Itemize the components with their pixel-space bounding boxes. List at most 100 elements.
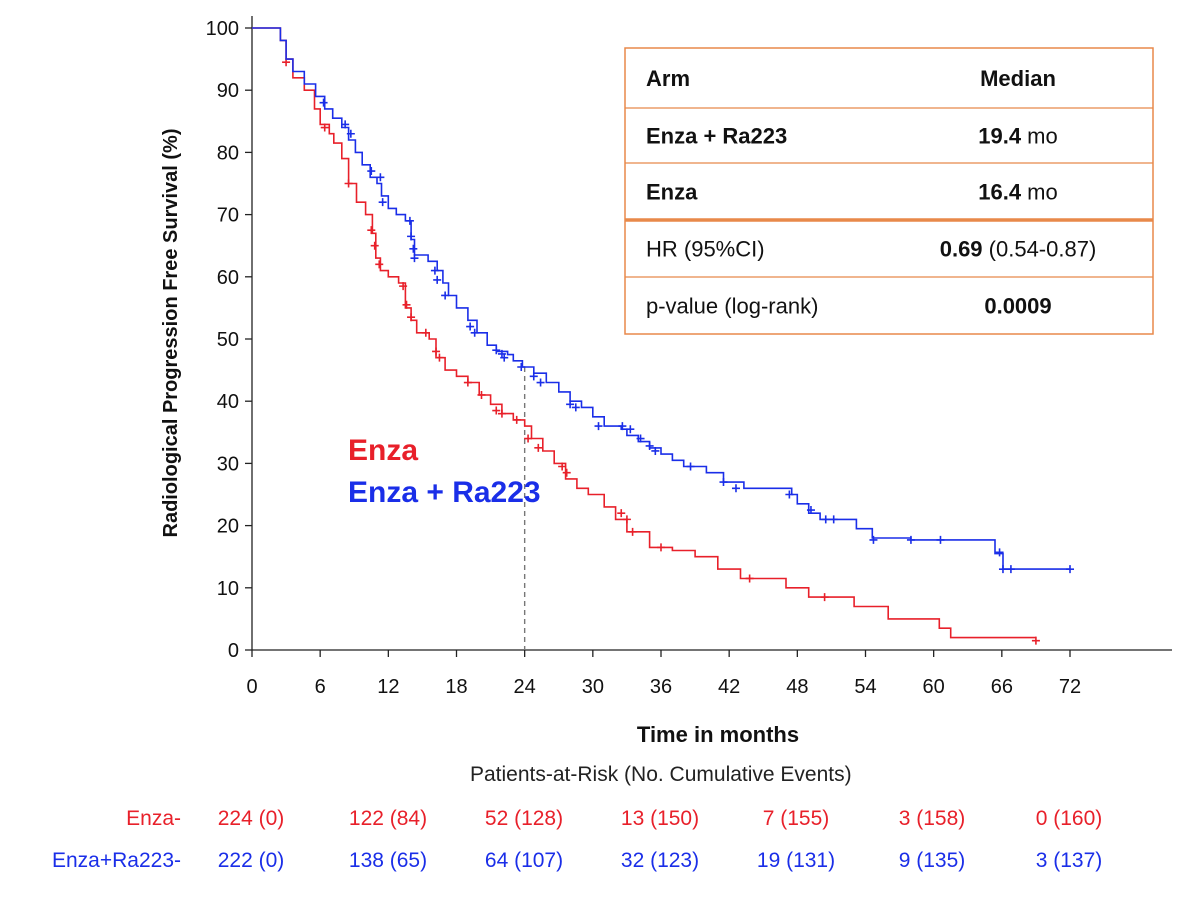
censor-mark xyxy=(375,260,384,269)
censor-mark xyxy=(410,254,419,263)
risk-row-label: Enza+Ra223- xyxy=(52,849,181,872)
censor-mark xyxy=(731,484,740,493)
risk-row: Enza+Ra223- 222 (0) 138 (65) 64 (107) 32 (12… xyxy=(52,849,1102,872)
censor-mark xyxy=(402,300,411,309)
table-cell-label: Arm xyxy=(646,66,690,91)
censor-mark xyxy=(497,409,506,418)
table-row: p-value (log-rank) 0.0009 xyxy=(646,294,1052,319)
table-row: HR (95%CI) 0.69 (0.54-0.87) xyxy=(646,237,1096,262)
series-enza xyxy=(252,27,1040,645)
censor-mark xyxy=(906,535,915,544)
censor-mark xyxy=(433,275,442,284)
x-tick-label: 6 xyxy=(315,676,326,698)
axes: 0 10 20 30 40 50 60 70 80 90 100 0 6 12 18 24 30 36 42 48 54… xyxy=(160,16,1172,747)
table-cell-value: 0.69 (0.54-0.87) xyxy=(940,237,1097,262)
table-value-detail: (0.54-0.87) xyxy=(983,237,1097,262)
table-cell-label: HR (95%CI) xyxy=(646,237,765,262)
risk-cell: 138 (65) xyxy=(349,849,427,872)
censor-mark xyxy=(626,425,635,434)
censor-mark xyxy=(821,515,830,524)
censor-mark xyxy=(409,244,418,253)
legend: Enza Enza + Ra223 xyxy=(348,434,541,509)
y-tick-label: 70 xyxy=(217,205,239,227)
table-value-bold: 0.69 xyxy=(940,237,983,262)
x-tick-label: 12 xyxy=(377,676,399,698)
censor-mark xyxy=(492,406,501,415)
table-row: Enza + Ra223 19.4 mo xyxy=(646,124,1058,149)
table-cell-label: Enza xyxy=(646,180,698,205)
risk-table: Patients-at-Risk (No. Cumulative Events)… xyxy=(52,763,1102,872)
censor-mark xyxy=(536,378,545,387)
x-tick-label: 36 xyxy=(650,676,672,698)
censor-mark xyxy=(571,403,580,412)
y-tick-label: 80 xyxy=(217,142,239,164)
censor-mark xyxy=(869,535,878,544)
censor-mark xyxy=(657,543,665,552)
risk-cell: 222 (0) xyxy=(218,849,285,872)
censor-mark xyxy=(745,574,754,583)
risk-row-label: Enza- xyxy=(126,807,181,830)
risk-cell: 3 (158) xyxy=(899,807,966,830)
risk-cell: 19 (131) xyxy=(757,849,835,872)
risk-cell: 3 (137) xyxy=(1036,849,1103,872)
median-table: Arm Median Enza + Ra223 19.4 mo Enza 16.4 mo H… xyxy=(624,47,1154,335)
censor-mark xyxy=(617,509,626,518)
censor-mark xyxy=(367,226,376,235)
table-row: Enza 16.4 mo xyxy=(646,180,1058,205)
censor-mark xyxy=(820,593,829,602)
censor-mark xyxy=(622,515,631,524)
censor-mark xyxy=(618,422,627,431)
censor-mark xyxy=(341,120,350,129)
censor-mark xyxy=(405,216,414,225)
x-tick-label: 24 xyxy=(514,676,536,698)
censor-mark xyxy=(407,232,416,241)
y-tick-label: 0 xyxy=(228,640,239,662)
km-curve-line xyxy=(252,27,1036,639)
censor-mark xyxy=(806,506,815,515)
censor-mark xyxy=(636,434,645,443)
table-cell-label: p-value (log-rank) xyxy=(646,294,818,319)
censor-mark xyxy=(562,468,571,477)
y-tick-label: 60 xyxy=(217,267,239,289)
censor-mark xyxy=(421,328,430,337)
y-tick-label: 50 xyxy=(217,329,239,351)
censor-mark xyxy=(829,515,838,524)
censor-mark xyxy=(645,441,654,450)
risk-cell: 13 (150) xyxy=(621,807,699,830)
table-cell-label: Enza + Ra223 xyxy=(646,124,787,149)
risk-cell: 52 (128) xyxy=(485,807,563,830)
censor-mark xyxy=(594,422,603,431)
risk-cell: 9 (135) xyxy=(899,849,966,872)
censor-mark xyxy=(430,266,439,275)
censor-mark xyxy=(1031,636,1040,645)
risk-cell: 7 (155) xyxy=(763,807,830,830)
x-tick-label: 54 xyxy=(854,676,876,698)
censor-mark xyxy=(367,167,376,176)
risk-table-title: Patients-at-Risk (No. Cumulative Events) xyxy=(470,763,852,786)
censor-mark xyxy=(477,390,486,399)
censor-mark xyxy=(785,490,794,499)
censor-mark xyxy=(378,198,387,207)
table-value-bold: Median xyxy=(980,66,1056,91)
censor-mark xyxy=(719,478,728,487)
risk-cell: 224 (0) xyxy=(218,807,285,830)
y-tick-label: 20 xyxy=(217,516,239,538)
x-tick-label: 42 xyxy=(718,676,740,698)
risk-cell: 122 (84) xyxy=(349,807,427,830)
risk-cell: 64 (107) xyxy=(485,849,563,872)
legend-item-enza: Enza xyxy=(348,434,418,467)
risk-cell: 0 (160) xyxy=(1036,807,1103,830)
censor-mark xyxy=(517,362,526,371)
censor-mark xyxy=(628,527,637,536)
table-cell-value: 19.4 mo xyxy=(978,124,1058,149)
censor-mark xyxy=(995,548,1004,557)
censor-mark xyxy=(936,535,945,544)
table-value-bold: 16.4 xyxy=(978,180,1022,205)
y-tick-label: 40 xyxy=(217,391,239,413)
y-axis-label: Radiological Progression Free Survival (… xyxy=(160,128,182,537)
censor-mark xyxy=(1066,565,1074,574)
censor-mark xyxy=(492,346,501,355)
censor-mark xyxy=(435,353,444,362)
censor-mark xyxy=(463,378,472,387)
